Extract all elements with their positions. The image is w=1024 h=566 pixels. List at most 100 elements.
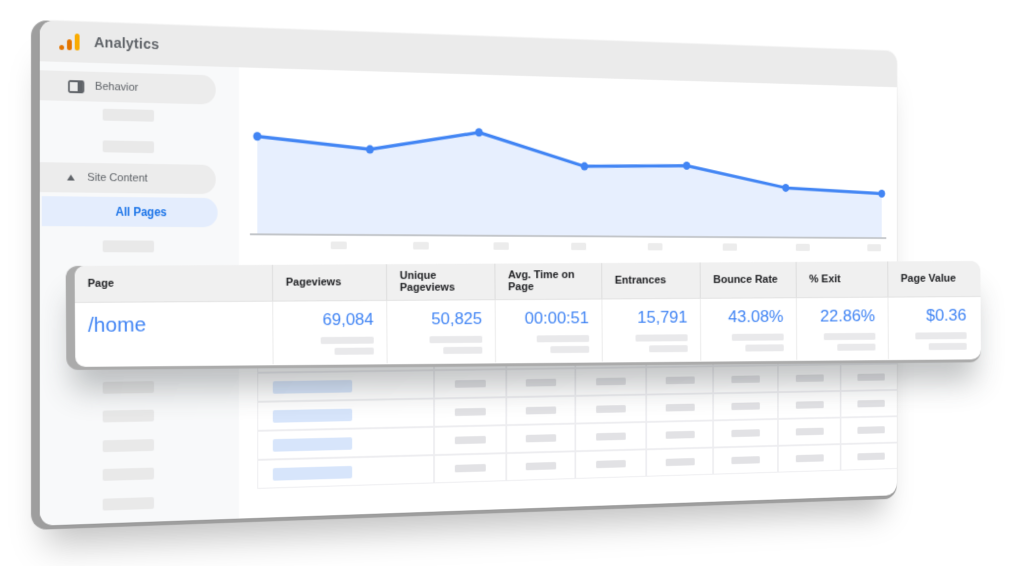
sidebar-item-label: Site Content <box>87 171 148 185</box>
column-header-page[interactable]: Page <box>74 264 274 302</box>
value-placeholder <box>596 405 626 413</box>
value-placeholder <box>795 454 824 463</box>
value-cell-page-value: $0.36 <box>888 297 979 359</box>
column-header-pageviews[interactable]: Pageviews <box>272 264 388 301</box>
column-header-unique-pageviews[interactable]: Unique Pageviews <box>386 263 496 300</box>
column-header-bounce-rate[interactable]: Bounce Rate <box>700 261 797 298</box>
value-placeholder <box>525 378 557 387</box>
background-cell <box>840 363 897 391</box>
background-cell <box>257 455 435 489</box>
value-placeholder <box>857 399 885 408</box>
background-cell <box>434 425 507 456</box>
background-cell <box>575 449 647 479</box>
background-cell <box>713 392 778 421</box>
sidebar-placeholder-bar <box>102 140 155 154</box>
background-cell <box>434 369 507 399</box>
value-placeholder <box>731 456 760 465</box>
axis-tick-placeholder <box>722 243 737 251</box>
sidebar-placeholder-bar <box>102 497 155 511</box>
background-cell <box>575 367 647 396</box>
background-cell <box>575 421 647 452</box>
value-placeholder <box>454 379 486 388</box>
logo-bar-tall <box>74 33 80 51</box>
value-placeholder-bar <box>915 332 967 340</box>
value-placeholder-bar <box>550 345 590 354</box>
value-placeholder <box>665 403 695 412</box>
value-placeholder <box>454 435 486 445</box>
pageviews-chart <box>248 110 897 257</box>
column-header-exit[interactable]: % Exit <box>796 261 889 298</box>
column-header-page-value[interactable]: Page Value <box>900 272 956 285</box>
value-placeholder <box>665 458 695 467</box>
value-placeholder-bar <box>745 344 784 352</box>
background-cell <box>257 370 435 402</box>
logo-bar-small <box>67 39 72 51</box>
value-placeholder <box>596 432 626 441</box>
sidebar-item-all-pages[interactable]: All Pages <box>41 196 218 228</box>
pages-table-data-row: /home 69,084 50,825 00:00:51 15,791 43.08% 22.… <box>74 297 981 366</box>
window-surface: Analytics Behavior Site Content <box>39 20 897 526</box>
background-cell <box>646 420 714 450</box>
background-cell <box>506 451 576 482</box>
axis-tick-placeholder <box>795 243 810 251</box>
sidebar-placeholder-bar <box>102 467 155 481</box>
page-link[interactable]: /home <box>87 313 147 337</box>
sidebar-item-behavior[interactable]: Behavior <box>39 70 216 105</box>
value-cell-pageviews: 69,084 <box>273 300 388 365</box>
value-cell-bounce-rate: 43.08% <box>700 298 798 361</box>
pages-table-surface: Page Pageviews Unique Pageviews Avg. Time o… <box>74 260 981 367</box>
page-link-placeholder <box>272 408 353 423</box>
value-placeholder-bar <box>823 332 876 341</box>
pages-table-header-row: Page Pageviews Unique Pageviews Avg. Time o… <box>74 260 981 303</box>
background-cell <box>777 364 841 393</box>
background-cell <box>713 418 778 448</box>
background-cell <box>646 447 714 477</box>
sidebar-placeholder-bar <box>102 409 155 423</box>
value-placeholder <box>857 373 885 381</box>
value-placeholder-bar <box>649 345 688 353</box>
value-placeholder-bar <box>837 343 876 351</box>
sidebar-item-label: Behavior <box>94 80 139 94</box>
metric-value: 43.08% <box>728 307 784 327</box>
background-cell <box>575 394 647 424</box>
value-placeholder <box>857 426 885 434</box>
app-title: Analytics <box>94 34 160 54</box>
behavior-icon <box>68 80 85 93</box>
background-cell <box>777 444 841 473</box>
background-cell <box>777 390 841 419</box>
value-placeholder <box>731 375 760 384</box>
page-link-placeholder <box>272 465 353 481</box>
value-placeholder <box>525 406 557 415</box>
value-placeholder-bar <box>536 335 590 343</box>
value-placeholder <box>857 452 885 461</box>
value-placeholder <box>525 434 557 443</box>
background-cell <box>777 417 841 446</box>
value-placeholder-bar <box>443 346 483 354</box>
axis-tick-placeholder <box>867 244 882 252</box>
metric-value: 69,084 <box>322 309 374 330</box>
analytics-logo-icon <box>59 33 81 51</box>
metric-value: 22.86% <box>820 306 876 326</box>
column-header-avg-time-on-page[interactable]: Avg. Time on Page <box>495 263 603 300</box>
caret-up-icon <box>67 174 75 181</box>
value-placeholder-bar <box>429 335 483 344</box>
value-placeholder-bar <box>928 342 967 351</box>
axis-tick-placeholder <box>413 241 429 250</box>
background-cell <box>506 368 576 398</box>
value-placeholder-bar <box>635 334 688 342</box>
axis-tick-placeholder <box>493 242 509 250</box>
column-header-entrances[interactable]: Entrances <box>602 262 701 299</box>
background-cell <box>434 397 507 427</box>
sidebar-item-site-content[interactable]: Site Content <box>39 162 216 195</box>
page-link-cell[interactable]: /home <box>74 301 274 366</box>
sidebar: Behavior Site Content All Pages <box>39 61 239 526</box>
background-cell <box>506 423 576 454</box>
metric-value: 15,791 <box>637 307 688 327</box>
background-cell <box>840 442 897 471</box>
value-placeholder <box>795 374 824 383</box>
value-placeholder <box>454 463 486 473</box>
metric-value: 50,825 <box>431 309 483 329</box>
value-placeholder <box>596 459 626 469</box>
sidebar-item-label: All Pages <box>115 204 167 220</box>
